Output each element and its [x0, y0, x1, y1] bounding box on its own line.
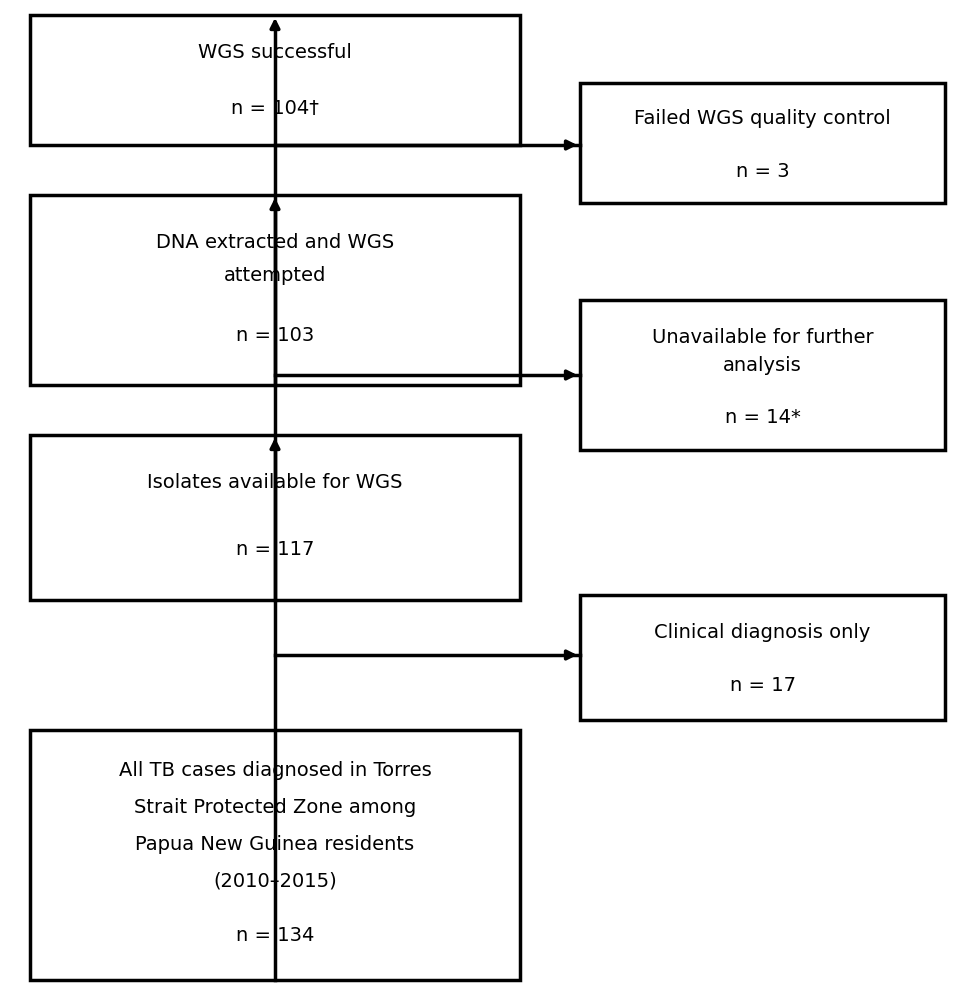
Bar	[580, 300, 945, 450]
Text: n = 134: n = 134	[236, 926, 314, 945]
Text: n = 117: n = 117	[236, 540, 314, 559]
Text: Failed WGS quality control: Failed WGS quality control	[634, 109, 891, 128]
Text: Papua New Guinea residents: Papua New Guinea residents	[136, 834, 414, 853]
Text: Isolates available for WGS: Isolates available for WGS	[147, 473, 403, 492]
Bar	[30, 435, 520, 600]
Text: analysis: analysis	[723, 356, 801, 375]
Text: n = 103: n = 103	[236, 326, 314, 345]
Text: (2010–2015): (2010–2015)	[214, 871, 337, 890]
Text: WGS successful: WGS successful	[198, 42, 352, 61]
Text: All TB cases diagnosed in Torres: All TB cases diagnosed in Torres	[119, 761, 431, 780]
Text: n = 3: n = 3	[736, 162, 790, 181]
Text: n = 17: n = 17	[729, 676, 796, 695]
Text: Unavailable for further: Unavailable for further	[651, 328, 874, 347]
Text: n = 104†: n = 104†	[231, 98, 319, 118]
Text: attempted: attempted	[224, 265, 327, 284]
Bar	[30, 195, 520, 385]
Bar	[580, 595, 945, 720]
Text: DNA extracted and WGS: DNA extracted and WGS	[156, 232, 394, 251]
Text: Clinical diagnosis only: Clinical diagnosis only	[654, 623, 871, 642]
Bar	[30, 730, 520, 980]
Text: n = 14*: n = 14*	[724, 407, 800, 426]
Bar	[30, 15, 520, 145]
Bar	[580, 83, 945, 203]
Text: Strait Protected Zone among: Strait Protected Zone among	[134, 798, 416, 816]
